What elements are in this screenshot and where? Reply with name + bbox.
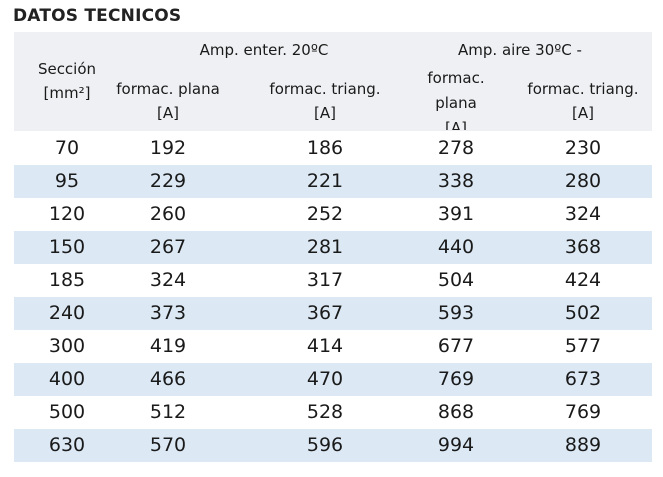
title: DATOS TECNICOS <box>13 6 182 26</box>
table-cell: 419 <box>149 335 187 357</box>
table-cell: 424 <box>564 269 602 291</box>
table-cell: 185 <box>48 269 86 291</box>
sub-header-line: formac. plana <box>116 80 220 98</box>
table-cell: 868 <box>437 401 475 423</box>
table-cell: 593 <box>437 302 475 324</box>
table-cell: 577 <box>564 335 602 357</box>
sub-header: formac. triang. [A] <box>508 77 658 131</box>
table-cell: 994 <box>437 434 475 456</box>
table-cell: 317 <box>306 269 344 291</box>
table-cell: 466 <box>149 368 187 390</box>
table-cell: 338 <box>437 170 475 192</box>
sub-header: formac. plana [A] <box>93 77 243 131</box>
table-cell: 368 <box>564 236 602 258</box>
sub-header-line: formac. triang. <box>527 80 639 98</box>
sub-header-line: [A] <box>572 104 594 122</box>
table-row <box>14 165 652 198</box>
table-cell: 570 <box>149 434 187 456</box>
sub-header: formac. triang. [A] <box>250 77 400 131</box>
sub-header-line: [A] <box>445 119 467 130</box>
table-cell: 630 <box>48 434 86 456</box>
table-cell: 221 <box>306 170 344 192</box>
table-cell: 260 <box>149 203 187 225</box>
table-cell: 150 <box>48 236 86 258</box>
table-cell: 70 <box>54 137 80 159</box>
sub-header-line: plana <box>435 94 477 112</box>
sub-header-line: formac. <box>427 69 485 87</box>
table-cell: 440 <box>437 236 475 258</box>
table-row <box>14 132 652 165</box>
table-cell: 120 <box>48 203 86 225</box>
section-header-line: Sección <box>37 60 97 78</box>
table-row <box>14 297 652 330</box>
table-cell: 278 <box>437 137 475 159</box>
table-row <box>14 330 652 363</box>
table-row <box>14 264 652 297</box>
table-cell: 300 <box>48 335 86 357</box>
table-cell: 502 <box>564 302 602 324</box>
table-cell: 267 <box>149 236 187 258</box>
table-row <box>14 231 652 264</box>
table-row <box>14 429 652 462</box>
group-header: Amp. aire 30ºC - <box>458 41 582 59</box>
table-cell: 281 <box>306 236 344 258</box>
sub-header: formac. plana [A] <box>381 66 531 130</box>
table-cell: 512 <box>149 401 187 423</box>
table-header <box>14 32 652 131</box>
table-cell: 596 <box>306 434 344 456</box>
table-cell: 367 <box>306 302 344 324</box>
table-cell: 470 <box>306 368 344 390</box>
table-cell: 504 <box>437 269 475 291</box>
table-cell: 192 <box>149 137 187 159</box>
table-cell: 769 <box>437 368 475 390</box>
sub-header-line: [A] <box>157 104 179 122</box>
sub-header-line: [A] <box>314 104 336 122</box>
table-cell: 769 <box>564 401 602 423</box>
table-cell: 673 <box>564 368 602 390</box>
table-cell: 324 <box>149 269 187 291</box>
table-cell: 500 <box>48 401 86 423</box>
table-cell: 400 <box>48 368 86 390</box>
table-cell: 95 <box>54 170 80 192</box>
section-header-line: [mm²] <box>43 84 91 102</box>
table-cell: 230 <box>564 137 602 159</box>
table-row <box>14 363 652 396</box>
table-cell: 186 <box>306 137 344 159</box>
group-header: Amp. enter. 20ºC <box>199 41 329 59</box>
table-cell: 414 <box>306 335 344 357</box>
table-cell: 528 <box>306 401 344 423</box>
table-row <box>14 198 652 231</box>
table-cell: 324 <box>564 203 602 225</box>
table-cell: 240 <box>48 302 86 324</box>
table-cell: 677 <box>437 335 475 357</box>
table-cell: 889 <box>564 434 602 456</box>
table-cell: 229 <box>149 170 187 192</box>
sub-header-line: formac. triang. <box>269 80 381 98</box>
table-row <box>14 396 652 429</box>
table-cell: 252 <box>306 203 344 225</box>
table-cell: 391 <box>437 203 475 225</box>
table-cell: 280 <box>564 170 602 192</box>
section-header: Sección [mm²] <box>17 57 117 105</box>
table-cell: 373 <box>149 302 187 324</box>
